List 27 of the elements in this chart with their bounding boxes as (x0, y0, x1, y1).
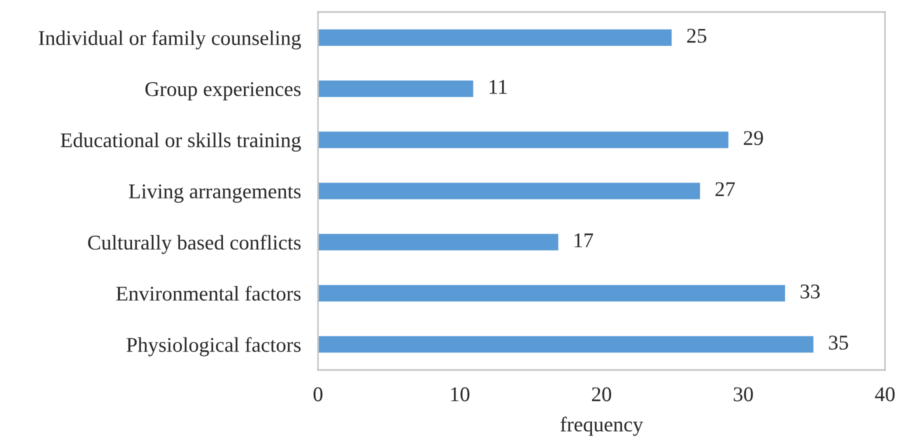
data-label: 35 (829, 336, 848, 350)
bar (318, 284, 786, 303)
x-tick-label: 40 (874, 387, 895, 402)
x-tick-label: 30 (734, 387, 753, 402)
bar (318, 28, 674, 48)
y-tick-label: Living arrangements (128, 184, 301, 203)
data-label: 25 (687, 28, 706, 43)
bar (318, 79, 475, 98)
y-tick-label: Culturally based conflicts (88, 234, 301, 254)
y-tick-label: Educational or skills training (60, 132, 301, 152)
bar (318, 181, 702, 201)
data-label: 17 (574, 233, 594, 248)
bar (318, 334, 815, 354)
y-tick-label: Group experiences (145, 82, 301, 100)
y-tick-label: Environmental factors (116, 286, 301, 301)
y-tick-label: Individual or family counseling (38, 30, 301, 50)
bar (318, 130, 730, 150)
bar (318, 232, 560, 252)
x-tick-label: 20 (592, 387, 612, 402)
x-tick-label: 0 (314, 387, 322, 402)
data-label: 33 (800, 284, 820, 298)
x-axis-title: frequency (560, 416, 644, 436)
data-label: 29 (744, 131, 763, 146)
data-label: 27 (716, 182, 735, 196)
x-tick-label: 10 (451, 387, 470, 402)
y-tick-label: Physiological factors (126, 337, 301, 356)
data-label: 11 (490, 80, 507, 94)
